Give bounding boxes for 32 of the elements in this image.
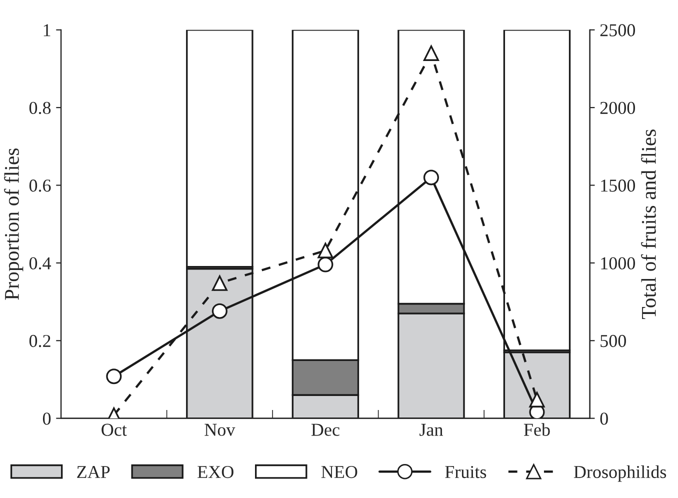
y2-tick-label: 1500	[601, 180, 636, 192]
x-tick-label: Nov	[204, 424, 236, 436]
point	[212, 275, 228, 291]
y-tick-label: 1	[44, 24, 50, 36]
x-tick-label: Oct	[102, 424, 127, 436]
legend-label: Fruits	[445, 466, 486, 478]
y2-axis-title: Total of fruits and flies	[641, 130, 656, 320]
y2-tick-label: 1000	[601, 257, 636, 270]
legend-label: NEO	[321, 466, 358, 478]
y2-tick-label: 2000	[600, 102, 636, 114]
point	[212, 303, 228, 319]
y2-tick-label: 2500	[600, 24, 636, 36]
y-tick-label: 0.8	[29, 102, 51, 114]
legend-label: ZAP	[77, 466, 110, 478]
x-tick-label: Jan	[420, 424, 443, 436]
legend-label: Drosophilids	[574, 465, 666, 482]
point	[423, 45, 439, 61]
y-tick-label: 0.6	[29, 180, 51, 192]
y-tick-label: 0	[42, 412, 51, 425]
point	[106, 368, 122, 384]
x-tick-label: Feb	[524, 423, 550, 436]
y2-tick-label: 500	[600, 334, 626, 348]
point	[318, 256, 334, 272]
y-tick-label: 0.4	[29, 257, 52, 270]
y-axis-title: Proportion of flies	[4, 148, 24, 300]
bar	[186, 30, 254, 268]
y-tick-label: 0.2	[29, 334, 50, 348]
y2-tick-label: 0	[600, 412, 608, 425]
point	[423, 170, 439, 186]
x-tick-label: Dec	[311, 424, 340, 436]
point	[529, 392, 545, 408]
legend-label: EXO	[198, 466, 234, 478]
